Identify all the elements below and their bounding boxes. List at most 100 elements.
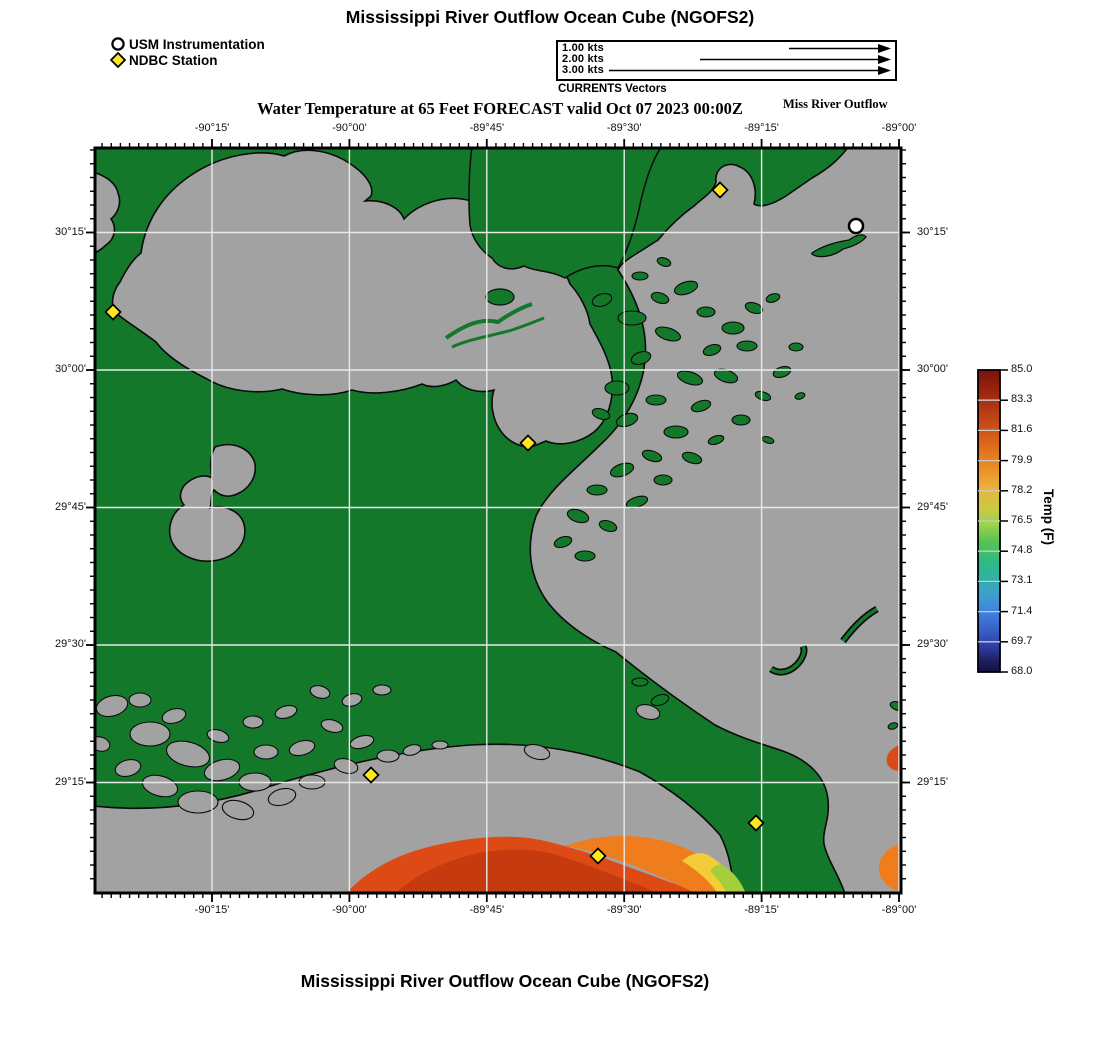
marsh-patch <box>615 412 639 428</box>
marsh-islet <box>165 740 211 768</box>
marsh-islet <box>129 721 171 747</box>
ndbc-station-marker <box>362 766 380 784</box>
marsh-patch <box>553 535 573 549</box>
legend-ndbc-row: NDBC Station <box>110 52 218 68</box>
lon-tick-label: -90°15' <box>194 122 230 134</box>
marsh-patch <box>731 414 751 426</box>
marsh-patch <box>736 340 758 352</box>
lon-tick-label: -89°45' <box>469 904 505 916</box>
marsh-patch <box>794 392 806 400</box>
warm-plume <box>346 836 746 893</box>
marsh-patch <box>586 484 608 496</box>
legend-usm-row: USM Instrumentation <box>110 36 265 52</box>
lat-tick-label: 30°15' <box>917 225 948 238</box>
ndbc-station-marker <box>519 434 537 452</box>
marsh-islet <box>161 708 187 724</box>
vector-key-row: 2.00 kts <box>562 53 891 65</box>
ndbc-station-marker <box>104 303 122 321</box>
vector-arrow-head <box>878 44 891 53</box>
marsh-patch <box>681 451 703 465</box>
marsh-islet <box>431 740 449 750</box>
colorbar-tick-label: 79.9 <box>1011 453 1033 466</box>
vector-key-label: 1.00 kts <box>562 42 604 54</box>
marsh-patch <box>772 365 792 379</box>
lat-tick-label: 30°00' <box>917 363 948 375</box>
marsh-patch <box>598 519 618 533</box>
lat-tick-label: 29°30' <box>55 638 86 650</box>
lat-tick-label: 29°45' <box>917 500 948 513</box>
currents-vector-key: 1.00 kts 2.00 kts 3.00 kts <box>556 40 897 81</box>
marsh-patch <box>574 550 596 562</box>
colorbar-tick-label: 85.0 <box>1011 363 1033 375</box>
lat-tick-label: 30°00' <box>55 363 86 375</box>
colorbar-tick-label: 83.3 <box>1011 393 1033 406</box>
marsh-patch <box>631 271 649 281</box>
lat-tick-label: 30°15' <box>55 225 86 238</box>
lon-tick-label: -89°00' <box>881 122 917 134</box>
marsh-patch <box>744 301 764 315</box>
marsh-patch <box>690 399 712 413</box>
colorbar-tick-label: 74.8 <box>1011 544 1033 557</box>
marsh-islet <box>341 693 363 707</box>
marsh-patch <box>696 306 716 318</box>
marsh-patch <box>591 292 613 308</box>
plot-subtitle: Water Temperature at 65 Feet FORECAST va… <box>257 99 743 118</box>
lat-tick-label: 29°15' <box>55 775 86 788</box>
marsh-patch <box>721 321 745 335</box>
lon-tick-label: -89°30' <box>606 122 642 134</box>
lon-tick-label: -90°15' <box>194 904 230 916</box>
marsh-islet <box>274 704 298 720</box>
lon-tick-label: -89°15' <box>744 904 779 916</box>
barrier-sliver-islands <box>769 605 879 676</box>
marsh-islet <box>320 718 344 734</box>
colorbar-axis-label: Temp (F) <box>1041 489 1056 545</box>
marsh-patch <box>631 677 649 687</box>
marsh-islet <box>288 739 316 757</box>
marsh-islet <box>376 749 400 763</box>
ndbc-station-marker <box>589 847 607 865</box>
marsh-pond <box>485 288 515 306</box>
river-channel <box>444 302 533 340</box>
marsh-islet <box>177 790 219 814</box>
marsh-patch <box>645 394 667 406</box>
marsh-patch <box>566 508 590 524</box>
marsh-patch <box>625 495 649 509</box>
colorbar-tick-label: 71.4 <box>1011 604 1033 617</box>
marsh-patch <box>630 350 652 366</box>
marsh-patch <box>654 326 682 342</box>
ndbc-diamond-icon <box>110 52 126 68</box>
marsh-patch <box>641 449 663 463</box>
ndbc-station-marker <box>711 181 729 199</box>
marsh-islet <box>309 685 331 699</box>
marsh-patch <box>650 693 670 707</box>
usm-circle-icon <box>111 37 125 51</box>
marsh-patch <box>887 722 899 730</box>
marsh-patch <box>673 280 699 296</box>
marsh-patch <box>676 370 704 386</box>
land-east-mass <box>529 148 901 893</box>
vector-arrow-icon <box>609 66 891 75</box>
marsh-patch <box>656 257 672 267</box>
river-channel <box>451 316 545 349</box>
vector-arrow-icon <box>789 44 891 53</box>
vector-arrow-head <box>878 55 891 64</box>
colorbar-tick-label: 69.7 <box>1011 634 1033 647</box>
vector-key-label: 2.00 kts <box>562 53 604 65</box>
colorbar-tick-label: 76.5 <box>1011 514 1033 526</box>
marsh-islet <box>402 744 422 756</box>
marsh-islet <box>203 758 241 782</box>
colorbar-tick-label: 81.6 <box>1011 423 1033 436</box>
island-cat-island <box>168 443 257 562</box>
marsh-islet <box>349 734 375 750</box>
colorbar-tick-label: 73.1 <box>1011 574 1033 587</box>
marsh-patch <box>707 434 725 446</box>
water-sound-northeast <box>468 148 662 279</box>
marsh-patch <box>650 291 670 305</box>
lon-tick-label: -89°30' <box>606 904 642 916</box>
colorbar-tick-label: 78.2 <box>1011 483 1033 496</box>
legend-ndbc-label: NDBC Station <box>129 53 218 68</box>
marsh-islet <box>128 692 152 708</box>
lon-tick-label: -90°00' <box>332 122 367 134</box>
